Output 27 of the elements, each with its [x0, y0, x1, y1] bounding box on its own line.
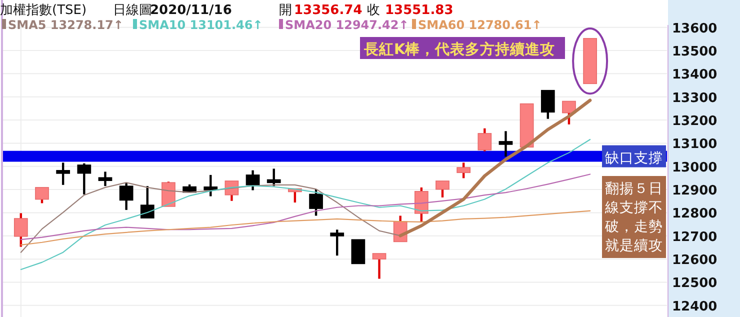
y-tick-label: 12700 — [672, 230, 718, 245]
y-tick-label: 13400 — [672, 68, 718, 83]
band-label: 缺口支撐 — [605, 150, 663, 166]
text: 日線圖 — [113, 3, 152, 18]
legend-label: SMA10 13101.46↑ — [139, 18, 263, 32]
legend-label: SMA5 13278.17↑ — [8, 18, 124, 32]
y-tick-label: 12500 — [672, 276, 718, 292]
y-tick-label: 12900 — [672, 184, 718, 199]
annotation: 長紅K棒，代表多方持續進攻 — [363, 40, 556, 58]
chart-title: 加權指數(TSE) — [0, 3, 87, 18]
text: 翻揚５日線支撐不破，走勢就是續攻 — [604, 181, 663, 254]
y-tick-label: 12800 — [672, 206, 718, 222]
text: 13356.74 — [294, 3, 362, 18]
text: 開 — [279, 3, 292, 18]
y-tick-label: 13300 — [672, 90, 718, 106]
text: 2020/11/16 — [150, 3, 232, 18]
y-tick-label: 13100 — [672, 137, 718, 152]
y-tick-label: 12400 — [672, 299, 718, 314]
legend-label: SMA20 12947.42↑ — [285, 18, 409, 32]
y-tick-label: 13000 — [672, 160, 718, 176]
y-tick-label: 13600 — [672, 21, 718, 36]
legend-label: SMA60 12780.61↑ — [418, 18, 542, 32]
y-tick-label: 12600 — [672, 253, 718, 268]
text: 13551.83 — [385, 3, 454, 18]
text: 收 — [367, 3, 380, 18]
y-tick-label: 13500 — [672, 44, 718, 60]
y-tick-label: 13200 — [672, 114, 718, 130]
